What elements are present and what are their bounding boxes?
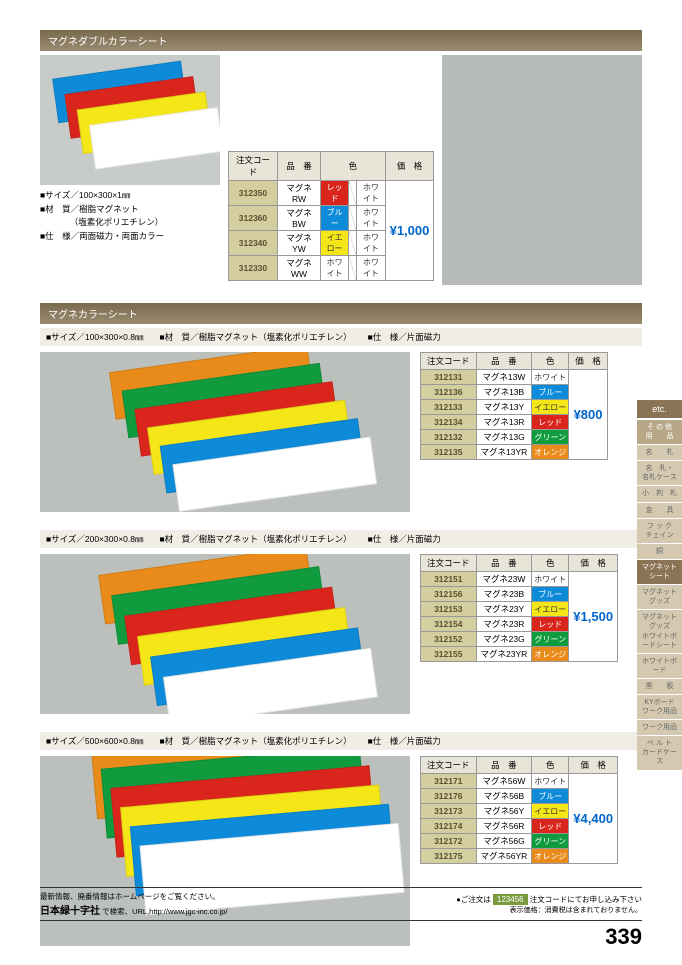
order-text: 注文コードにてお申し込み下さい <box>530 895 642 904</box>
sidebar-main: そ の 他用 品 <box>637 420 682 444</box>
spec-line: ■サイズ／500×600×0.8㎜■材 質／樹脂マグネット（塩素化ポリエチレン）… <box>40 732 642 750</box>
sidebar-item[interactable]: ワーク用品 <box>637 720 682 735</box>
sidebar-item[interactable]: マグネットグッズ <box>637 585 682 609</box>
sidebar-item[interactable]: 小 判 札 <box>637 486 682 501</box>
company-url: で検索、URL,http://www.jgc-inc.co.jp/ <box>102 907 227 916</box>
spec-line: ■サイズ／200×300×0.8㎜■材 質／樹脂マグネット（塩素化ポリエチレン）… <box>40 530 642 548</box>
etc-label: etc. <box>637 400 682 418</box>
sidebar-item[interactable]: ホワイトボード <box>637 654 682 678</box>
page-footer: 最新情報、廃番情報はホームページをご覧ください。 日本緑十字社 で検索、URL,… <box>40 887 642 950</box>
page-number: 339 <box>605 924 642 950</box>
sidebar-item[interactable]: ベ ル トカードケース <box>637 736 682 769</box>
footer-info: 最新情報、廃番情報はホームページをご覧ください。 <box>40 891 228 902</box>
product-table-2: 注文コード品 番色価 格312131マグネ13Wホワイト¥800312136マグ… <box>420 352 608 460</box>
product-table-4: 注文コード品 番色価 格312171マグネ56Wホワイト¥4,400312176… <box>420 756 618 864</box>
section-double-color: マグネダブルカラーシート ■サイズ／100×300×1㎜■材 質／樹脂マグネット… <box>40 30 642 285</box>
sidebar-item[interactable]: 銅 <box>637 544 682 559</box>
order-label: ●ご注文は <box>456 895 491 904</box>
sidebar: etc. そ の 他用 品 名 札名 札・名札ケース小 判 札金 具フ ッ クチ… <box>637 400 682 771</box>
section-200: ■サイズ／200×300×0.8㎜■材 質／樹脂マグネット（塩素化ポリエチレン）… <box>40 530 642 714</box>
product-photo <box>40 55 220 185</box>
sidebar-item[interactable]: マグネットシート <box>637 560 682 584</box>
spec-line: ■サイズ／100×300×0.8㎜■材 質／樹脂マグネット（塩素化ポリエチレン）… <box>40 328 642 346</box>
tax-note: 表示価格：消費税は含まれておりません。 <box>456 905 642 915</box>
sidebar-item[interactable]: フ ッ クチェイン <box>637 519 682 543</box>
product-photo <box>40 554 410 714</box>
sidebar-item[interactable]: マグネットグッズホワイトボードシート <box>637 610 682 652</box>
product-photo <box>40 352 410 512</box>
product-table-1: 注文コード品 番色価 格312350マグネRWレッドホワイト¥1,0003123… <box>228 151 434 281</box>
section-color-sheet: マグネカラーシート ■サイズ／100×300×0.8㎜■材 質／樹脂マグネット（… <box>40 303 642 512</box>
company-name: 日本緑十字社 <box>40 906 100 917</box>
section-title: マグネカラーシート <box>40 303 642 324</box>
spec-text: ■サイズ／100×300×1㎜■材 質／樹脂マグネット （塩素化ポリエチレン）■… <box>40 189 220 243</box>
product-table-3: 注文コード品 番色価 格312151マグネ23Wホワイト¥1,500312156… <box>420 554 618 662</box>
product-photo-group <box>442 55 642 285</box>
sidebar-item[interactable]: 名 札・名札ケース <box>637 461 682 485</box>
sidebar-item[interactable]: 黒 板 <box>637 679 682 694</box>
sidebar-item[interactable]: 金 具 <box>637 503 682 518</box>
section-title: マグネダブルカラーシート <box>40 30 642 51</box>
order-code-sample: 123456 <box>493 894 528 905</box>
sidebar-item[interactable]: 名 札 <box>637 445 682 460</box>
sidebar-item[interactable]: KYボードワーク用品 <box>637 695 682 719</box>
